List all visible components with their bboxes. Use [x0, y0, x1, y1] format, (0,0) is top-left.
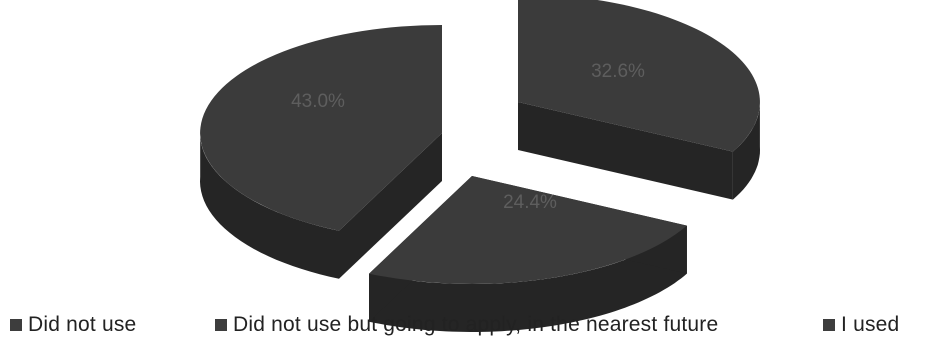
legend: Did not use Did not use but going to app… [0, 313, 935, 345]
legend-label: I used [841, 313, 900, 336]
pie-top-faces [200, 0, 760, 284]
slice-i-used [518, 0, 760, 152]
legend-label: Did not use but going to apply, in the n… [233, 313, 719, 336]
legend-swatch [10, 319, 22, 331]
data-label-i-used: 32.6% [591, 61, 645, 82]
slice-cut-did-not-use [339, 133, 442, 279]
legend-item-i-used: I used [823, 313, 899, 337]
slice-side-did-not-use [200, 128, 339, 279]
data-label-did-not-use: 43.0% [291, 91, 345, 112]
slice-did-not-use [200, 25, 442, 231]
slice-going-to-apply [369, 176, 687, 284]
legend-label: Did not use [28, 313, 137, 336]
legend-swatch [215, 319, 227, 331]
data-label-going-to-apply: 24.4% [503, 192, 557, 213]
slice-side-going-to-apply [369, 225, 687, 332]
legend-item-going-to-apply: Did not use but going to apply, in the n… [215, 313, 718, 337]
slice-cut-i-used [518, 102, 733, 200]
pie-data-labels: 43.0% 24.4% 32.6% [291, 61, 645, 213]
slice-side-i-used [732, 98, 760, 200]
legend-swatch [823, 319, 835, 331]
legend-item-did-not-use: Did not use [10, 313, 136, 337]
